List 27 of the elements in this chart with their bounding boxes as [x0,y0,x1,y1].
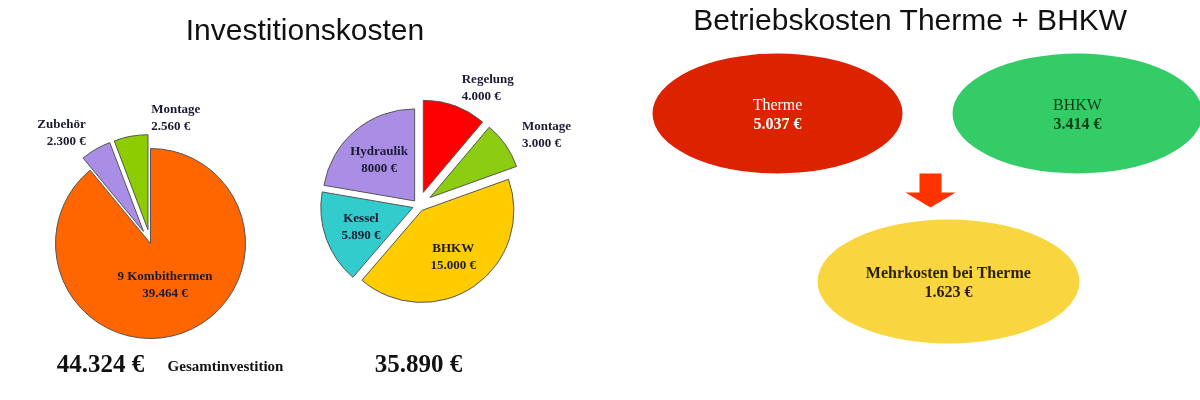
data-label: 2.560 € [151,117,191,133]
data-label: 5.037 € [753,114,802,132]
category-label: BHKW [1053,95,1103,113]
data-label: 5.890 € [341,227,381,243]
data-label: 3.414 € [1053,114,1102,132]
data-label: 2.300 € [46,132,87,148]
data-label: 4.000 € [461,88,502,104]
text: 44.324 € [56,350,145,377]
slice-label: Regelung [461,71,515,87]
slice-label: Montage [521,117,572,133]
data-label: 39.464 € [142,284,189,300]
text: Gesamtinvestition [167,357,285,374]
data-label: 15.000 € [430,256,477,272]
category-label: Therme [752,95,803,113]
slice-label: Montage [151,100,201,116]
chart-title: Investitionskosten [185,12,425,48]
text: Betriebskosten Therme + BHKW [693,2,1128,36]
slice-label: Zubehör [37,115,86,131]
data-label: 8000 € [361,159,398,175]
text: 35.890 € [374,350,463,377]
category-label: Mehrkosten bei Therme [865,263,1031,281]
data-label: 3.000 € [521,134,562,150]
slice-label: Kessel [343,210,379,226]
slice-label: 9 Kombithermen [117,267,214,283]
data-label: 1.623 € [924,282,973,300]
slice-label: BHKW [432,239,475,255]
slice-label: Hydraulik [350,142,409,158]
